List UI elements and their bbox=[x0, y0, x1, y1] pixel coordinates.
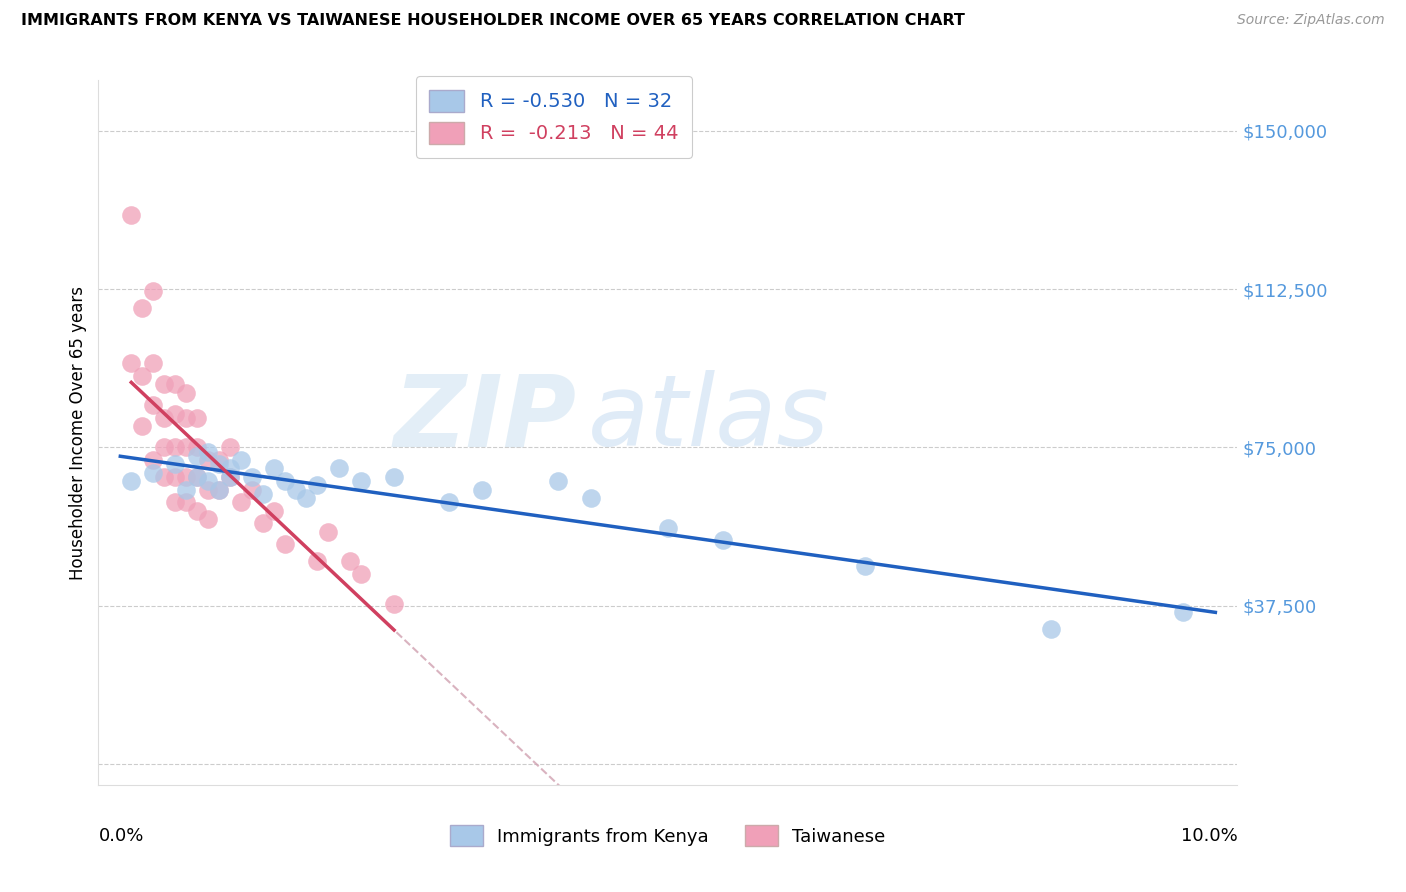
Point bbox=[186, 441, 208, 455]
Point bbox=[350, 474, 373, 488]
Point bbox=[186, 504, 208, 518]
Text: atlas: atlas bbox=[588, 370, 830, 467]
Point bbox=[186, 470, 208, 484]
Point bbox=[197, 512, 219, 526]
Point bbox=[120, 356, 142, 370]
Point bbox=[328, 461, 350, 475]
Point bbox=[131, 419, 153, 434]
Point bbox=[263, 461, 285, 475]
Point bbox=[273, 474, 295, 488]
Point bbox=[153, 441, 176, 455]
Point bbox=[131, 301, 153, 315]
Y-axis label: Householder Income Over 65 years: Householder Income Over 65 years bbox=[69, 285, 87, 580]
Point bbox=[174, 410, 197, 425]
Point bbox=[218, 470, 240, 484]
Point bbox=[186, 449, 208, 463]
Point bbox=[240, 470, 263, 484]
Point bbox=[307, 478, 329, 492]
Point bbox=[240, 483, 263, 497]
Point bbox=[350, 566, 373, 581]
Point bbox=[153, 470, 176, 484]
Text: 10.0%: 10.0% bbox=[1181, 827, 1237, 846]
Point bbox=[174, 385, 197, 400]
Text: IMMIGRANTS FROM KENYA VS TAIWANESE HOUSEHOLDER INCOME OVER 65 YEARS CORRELATION : IMMIGRANTS FROM KENYA VS TAIWANESE HOUSE… bbox=[21, 13, 965, 29]
Point bbox=[547, 474, 569, 488]
Point bbox=[142, 453, 165, 467]
Point bbox=[174, 495, 197, 509]
Point bbox=[165, 407, 187, 421]
Point bbox=[153, 377, 176, 392]
Point bbox=[120, 208, 142, 222]
Point bbox=[120, 474, 142, 488]
Point bbox=[252, 487, 274, 501]
Point bbox=[165, 377, 187, 392]
Point bbox=[252, 516, 274, 531]
Point bbox=[165, 495, 187, 509]
Point bbox=[711, 533, 734, 548]
Point bbox=[218, 470, 240, 484]
Point bbox=[318, 524, 340, 539]
Point bbox=[295, 491, 318, 505]
Point bbox=[208, 483, 231, 497]
Point bbox=[208, 453, 231, 467]
Text: 0.0%: 0.0% bbox=[98, 827, 143, 846]
Point bbox=[284, 483, 307, 497]
Point bbox=[197, 483, 219, 497]
Point bbox=[165, 457, 187, 471]
Point bbox=[208, 483, 231, 497]
Point bbox=[263, 504, 285, 518]
Point bbox=[229, 453, 252, 467]
Point bbox=[208, 457, 231, 471]
Text: Source: ZipAtlas.com: Source: ZipAtlas.com bbox=[1237, 13, 1385, 28]
Point bbox=[339, 554, 361, 568]
Point bbox=[579, 491, 602, 505]
Point bbox=[131, 368, 153, 383]
Point bbox=[153, 410, 176, 425]
Point bbox=[471, 483, 494, 497]
Point bbox=[382, 470, 405, 484]
Point bbox=[186, 470, 208, 484]
Point bbox=[273, 537, 295, 551]
Point bbox=[186, 410, 208, 425]
Point bbox=[197, 474, 219, 488]
Point bbox=[142, 398, 165, 412]
Point bbox=[229, 495, 252, 509]
Point bbox=[165, 470, 187, 484]
Point bbox=[218, 461, 240, 475]
Point bbox=[197, 444, 219, 458]
Point bbox=[165, 441, 187, 455]
Point bbox=[142, 466, 165, 480]
Point bbox=[142, 356, 165, 370]
Point bbox=[174, 483, 197, 497]
Legend: Immigrants from Kenya, Taiwanese: Immigrants from Kenya, Taiwanese bbox=[443, 818, 893, 854]
Point bbox=[437, 495, 460, 509]
Point bbox=[853, 558, 876, 573]
Point bbox=[1171, 605, 1194, 619]
Point bbox=[218, 441, 240, 455]
Point bbox=[174, 470, 197, 484]
Point bbox=[174, 441, 197, 455]
Point bbox=[382, 597, 405, 611]
Point bbox=[657, 520, 679, 534]
Point bbox=[142, 285, 165, 299]
Point bbox=[197, 453, 219, 467]
Point bbox=[307, 554, 329, 568]
Text: ZIP: ZIP bbox=[394, 370, 576, 467]
Point bbox=[1040, 622, 1063, 636]
